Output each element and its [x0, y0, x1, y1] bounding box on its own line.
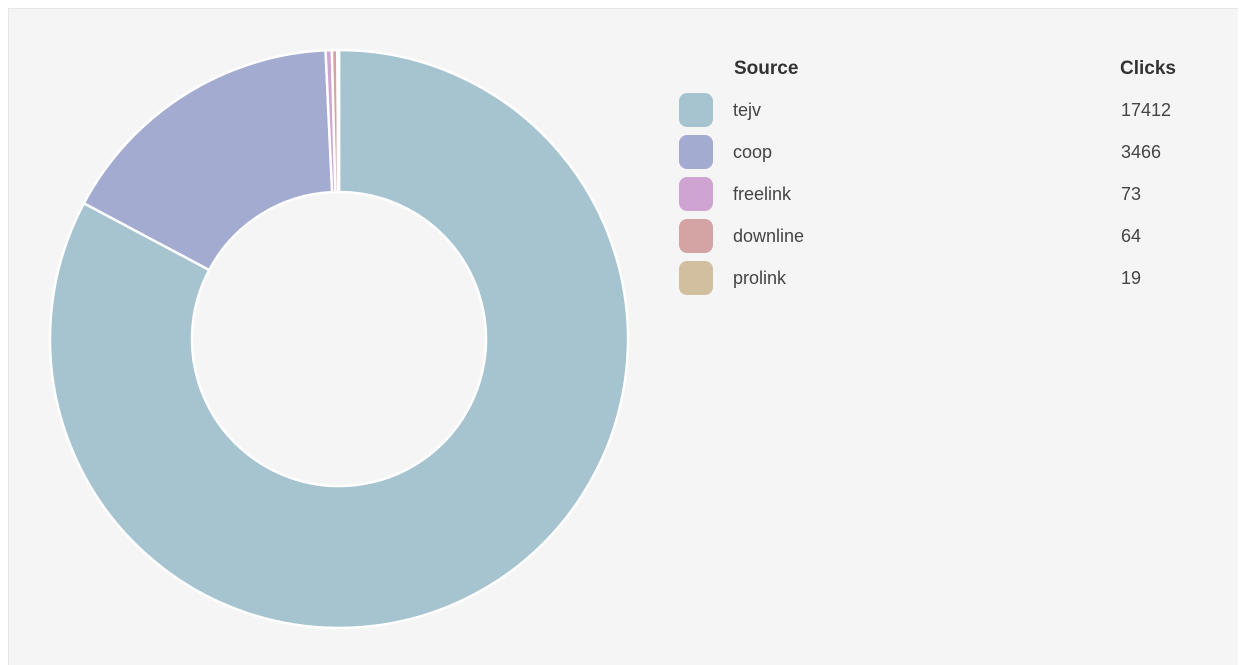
legend-swatch-prolink [679, 261, 713, 295]
legend-label-downline: downline [733, 226, 805, 246]
legend-label-tejv: tejv [733, 100, 762, 120]
legend-value-tejv: 17412 [1121, 100, 1172, 120]
legend-swatch-downline [679, 219, 713, 253]
legend-row-freelink[interactable]: freelink 73 [679, 175, 1219, 217]
donut-slice-prolink[interactable] [336, 48, 341, 194]
legend-value-prolink: 19 [1121, 268, 1142, 288]
legend-header-clicks: Clicks [1120, 58, 1176, 79]
legend-swatch-freelink [679, 177, 713, 211]
donut-slice-tejv[interactable] [48, 48, 630, 630]
donut-slice-coop[interactable] [82, 49, 334, 272]
legend-header-source: Source [734, 58, 799, 79]
legend-row-prolink[interactable]: prolink 19 [679, 259, 1219, 301]
legend-value-coop: 3466 [1121, 142, 1162, 162]
donut-svg [48, 48, 630, 630]
legend-value-downline: 64 [1121, 226, 1142, 246]
legend-value-freelink: 73 [1121, 184, 1142, 204]
legend-row-tejv[interactable]: tejv 17412 [679, 91, 1219, 133]
legend-label-prolink: prolink [733, 268, 787, 288]
donut-chart [39, 39, 639, 639]
legend-label-coop: coop [733, 142, 773, 162]
legend-list: tejv 17412 coop 3466 freelink 73 downlin… [679, 91, 1219, 301]
chart-panel: Source Clicks tejv 17412 coop 3466 freel… [8, 8, 1238, 665]
legend-swatch-tejv [679, 93, 713, 127]
legend-label-freelink: freelink [733, 184, 792, 204]
legend-row-downline[interactable]: downline 64 [679, 217, 1219, 259]
legend-row-coop[interactable]: coop 3466 [679, 133, 1219, 175]
legend-swatch-coop [679, 135, 713, 169]
